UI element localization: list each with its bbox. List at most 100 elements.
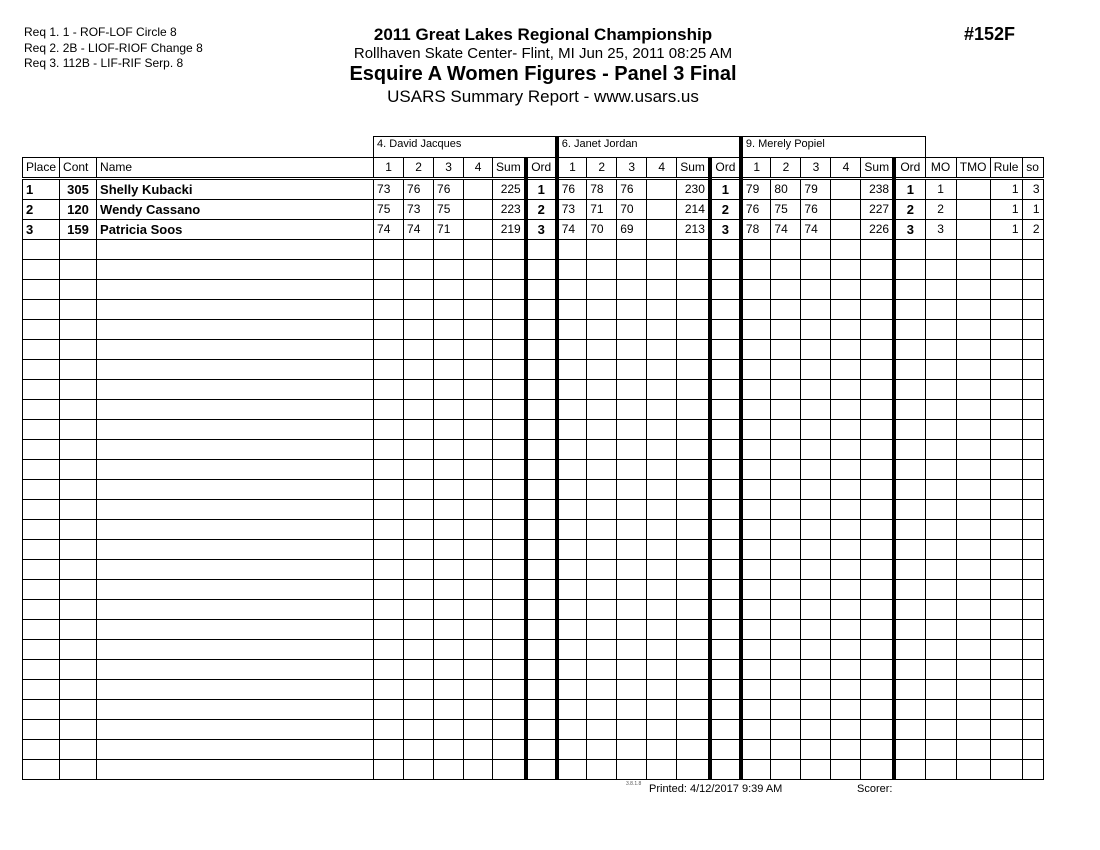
score-cell [646, 239, 678, 260]
ordinal-cell [892, 759, 926, 780]
score-cell [586, 739, 618, 760]
sum-cell [860, 399, 895, 420]
tmo-cell [955, 759, 991, 780]
name-cell: Wendy Cassano [96, 199, 375, 220]
ordinal-cell [523, 319, 558, 340]
sum-cell [492, 399, 527, 420]
score-cell [738, 539, 772, 560]
score-cell: 71 [586, 199, 618, 220]
sum-cell [860, 459, 895, 480]
sum-cell [676, 379, 711, 400]
header-judge-col: Ord [523, 157, 558, 180]
header-judge-col: Sum [860, 157, 895, 180]
score-cell [800, 339, 832, 360]
score-cell: 76 [433, 178, 465, 200]
score-cell [616, 519, 648, 540]
sum-cell [676, 439, 711, 460]
score-cell [554, 759, 588, 780]
score-cell [616, 499, 648, 520]
ordinal-cell [523, 339, 558, 360]
rule-cell [989, 659, 1023, 680]
sum-cell: 238 [860, 178, 895, 200]
score-cell [433, 559, 465, 580]
ordinal-cell [523, 379, 558, 400]
cont-cell [59, 459, 98, 480]
event-number: #152F [964, 24, 1016, 44]
event-title: Esquire A Women Figures - Panel 3 Final [349, 63, 737, 85]
sum-cell [676, 319, 711, 340]
score-cell [433, 359, 465, 380]
tmo-cell [955, 719, 991, 740]
score-cell [738, 759, 772, 780]
sum-cell [676, 399, 711, 420]
score-cell [586, 519, 618, 540]
name-cell [96, 259, 375, 280]
table-row [21, 399, 1044, 420]
rule-cell [989, 439, 1023, 460]
score-cell [433, 659, 465, 680]
table-row: 2 120 Wendy Cassano 75 73 75 223 2 73 71 70 214 2 76 7… [21, 199, 1044, 220]
score-cell: 73 [554, 199, 588, 220]
ordinal-cell [892, 259, 926, 280]
score-cell [403, 459, 435, 480]
sum-cell [676, 719, 711, 740]
score-cell [586, 659, 618, 680]
score-cell [463, 219, 494, 240]
ordinal-cell [523, 459, 558, 480]
score-cell [373, 379, 405, 400]
cont-cell [59, 339, 98, 360]
ordinal-cell [707, 379, 742, 400]
score-cell [433, 599, 465, 620]
sum-cell [492, 339, 527, 360]
score-cell [373, 439, 405, 460]
tmo-cell [955, 639, 991, 660]
rule-cell [989, 559, 1023, 580]
score-cell: 78 [738, 219, 772, 240]
column-header-row: Place Cont Name 1 2 3 4 Sum Ord 1 2 3 4 Sum Ord 1 2 3 4 Sum… [21, 157, 1044, 180]
sum-cell [492, 659, 527, 680]
ordinal-cell [707, 499, 742, 520]
ordinal-cell [707, 739, 742, 760]
score-cell [586, 599, 618, 620]
score-cell [800, 239, 832, 260]
ordinal-cell [892, 279, 926, 300]
header-judge-col: 2 [403, 157, 435, 180]
name-cell [96, 419, 375, 440]
ordinal-cell [707, 459, 742, 480]
so-cell [1021, 619, 1044, 640]
table-row [21, 359, 1044, 380]
score-cell [770, 519, 802, 540]
score-cell [770, 559, 802, 580]
score-cell [586, 259, 618, 280]
ordinal-cell [523, 359, 558, 380]
score-cell [738, 299, 772, 320]
score-cell [830, 679, 862, 700]
ordinal-cell [707, 319, 742, 340]
score-cell [403, 239, 435, 260]
sum-cell [676, 259, 711, 280]
name-cell [96, 679, 375, 700]
score-cell [800, 619, 832, 640]
sum-cell [676, 479, 711, 500]
mo-cell [924, 579, 957, 600]
score-cell [616, 619, 648, 640]
score-cell [554, 659, 588, 680]
tmo-cell [955, 599, 991, 620]
score-cell [586, 539, 618, 560]
name-cell [96, 479, 375, 500]
ordinal-cell [523, 499, 558, 520]
table-row [21, 579, 1044, 600]
place-cell [21, 719, 61, 740]
score-cell [738, 319, 772, 340]
score-cell [830, 759, 862, 780]
mo-cell [924, 379, 957, 400]
rule-cell [989, 279, 1023, 300]
sum-cell [860, 659, 895, 680]
score-cell [463, 579, 494, 600]
score-cell: 80 [770, 178, 802, 200]
score-cell [830, 178, 862, 200]
sum-cell [492, 579, 527, 600]
score-cell [586, 559, 618, 580]
so-cell [1021, 759, 1044, 780]
mo-cell [924, 239, 957, 260]
